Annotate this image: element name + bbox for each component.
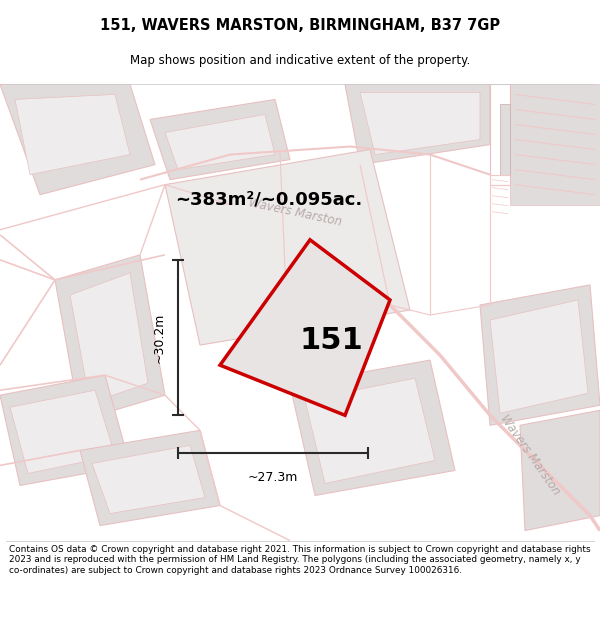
Polygon shape — [165, 149, 410, 345]
Polygon shape — [490, 84, 510, 184]
Polygon shape — [55, 255, 165, 420]
Polygon shape — [10, 390, 115, 474]
Polygon shape — [165, 114, 275, 169]
Polygon shape — [500, 104, 510, 174]
Polygon shape — [0, 84, 155, 194]
Polygon shape — [150, 99, 290, 179]
Polygon shape — [290, 360, 455, 496]
Polygon shape — [92, 446, 205, 514]
Text: ~27.3m: ~27.3m — [248, 471, 298, 484]
Polygon shape — [220, 240, 390, 415]
Polygon shape — [345, 84, 490, 164]
Polygon shape — [70, 273, 148, 403]
Polygon shape — [520, 410, 600, 531]
Text: Wavers Marston: Wavers Marston — [497, 412, 563, 498]
Text: Map shows position and indicative extent of the property.: Map shows position and indicative extent… — [130, 54, 470, 68]
Polygon shape — [80, 431, 220, 526]
Polygon shape — [490, 300, 588, 413]
Text: ~383m²/~0.095ac.: ~383m²/~0.095ac. — [175, 191, 362, 209]
Polygon shape — [480, 285, 600, 425]
Polygon shape — [15, 94, 130, 174]
Text: 151, WAVERS MARSTON, BIRMINGHAM, B37 7GP: 151, WAVERS MARSTON, BIRMINGHAM, B37 7GP — [100, 18, 500, 32]
Polygon shape — [360, 92, 480, 154]
Text: Wavers Marston: Wavers Marston — [247, 196, 343, 229]
Text: Contains OS data © Crown copyright and database right 2021. This information is : Contains OS data © Crown copyright and d… — [9, 545, 590, 574]
Polygon shape — [510, 84, 600, 205]
Text: ~30.2m: ~30.2m — [153, 312, 166, 362]
Text: 151: 151 — [299, 326, 363, 354]
Polygon shape — [305, 378, 435, 484]
Polygon shape — [0, 375, 130, 486]
